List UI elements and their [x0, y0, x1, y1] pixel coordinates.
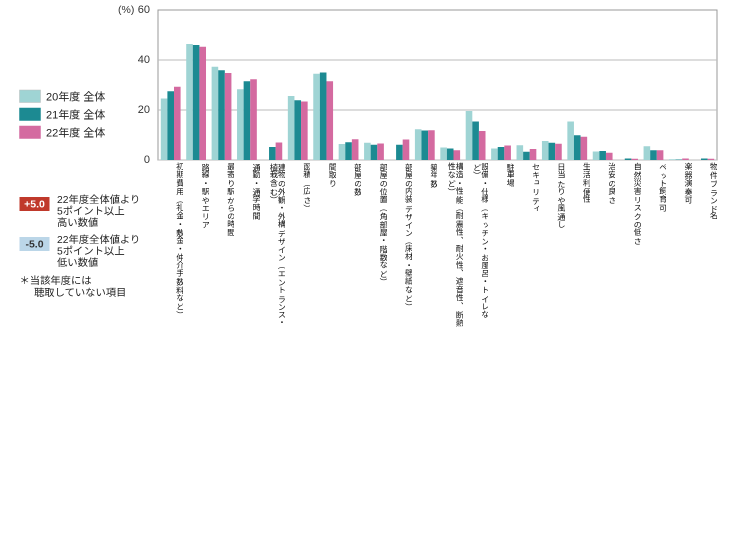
svg-text:20: 20 [138, 104, 150, 116]
svg-text:22年度全体値より: 22年度全体値より [57, 233, 140, 246]
svg-text:0: 0 [144, 154, 150, 166]
svg-text:低い数値: 低い数値 [57, 256, 99, 269]
svg-text:60: 60 [138, 4, 150, 16]
svg-text:(%): (%) [118, 4, 134, 16]
svg-text:20年度 全体: 20年度 全体 [46, 91, 106, 104]
svg-text:40: 40 [138, 54, 150, 66]
svg-text:5ポイント以上: 5ポイント以上 [57, 246, 125, 258]
svg-text:21年度 全体: 21年度 全体 [46, 109, 106, 122]
svg-text:-5.0: -5.0 [25, 239, 43, 251]
svg-text:高い数値: 高い数値 [57, 216, 99, 229]
svg-text:+5.0: +5.0 [24, 199, 45, 211]
svg-text:聴取していない項目: 聴取していない項目 [34, 287, 126, 299]
svg-text:5ポイント以上: 5ポイント以上 [57, 206, 125, 218]
svg-text:22年度全体値より: 22年度全体値より [57, 193, 140, 206]
svg-text:22年度 全体: 22年度 全体 [46, 127, 106, 140]
svg-text:＊当該年度には: ＊当該年度には [20, 275, 92, 287]
